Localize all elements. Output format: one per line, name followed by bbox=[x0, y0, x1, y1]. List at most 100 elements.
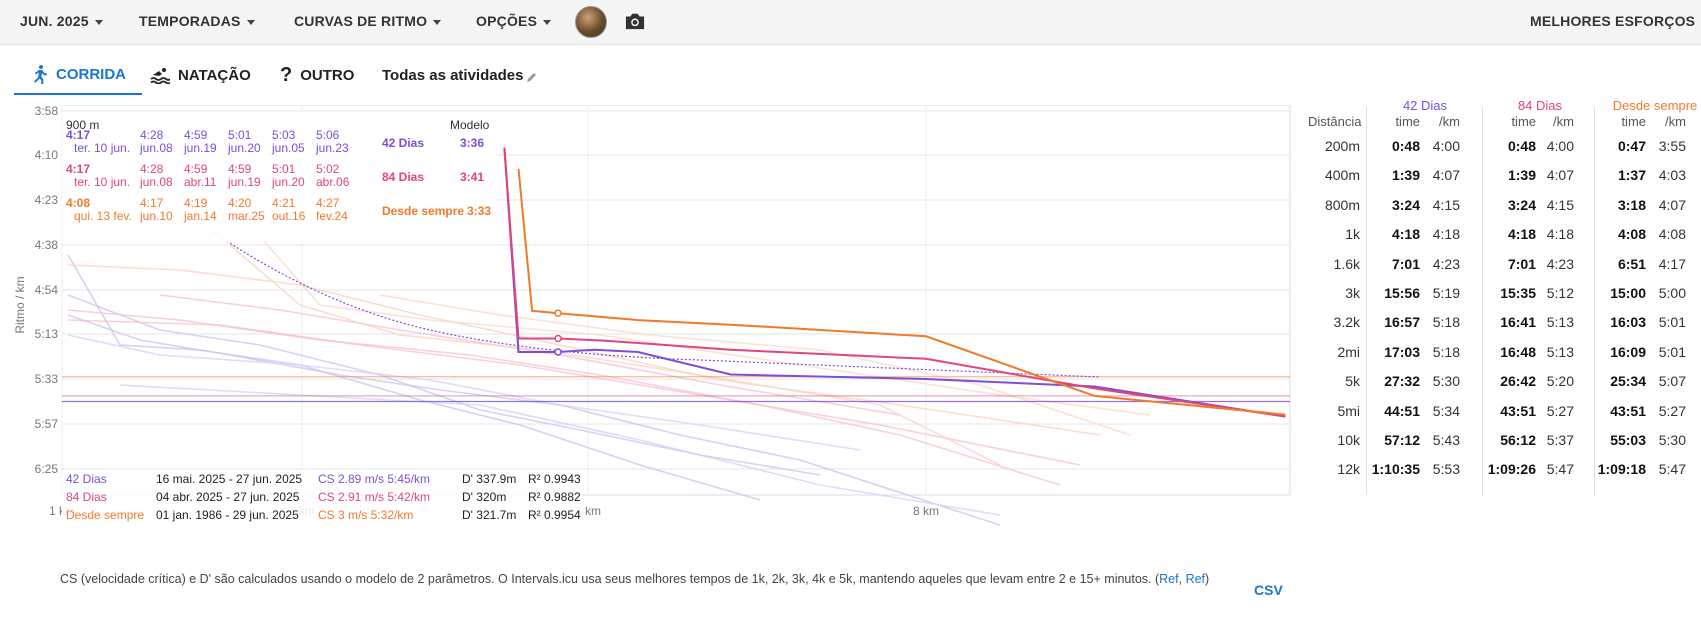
series-marker bbox=[554, 348, 562, 356]
pace-cell: 5:13 bbox=[1546, 314, 1574, 331]
pace-cell: 5:27 bbox=[1658, 402, 1686, 419]
footnote-separator: , bbox=[1178, 572, 1186, 586]
legend-series-name: 42 Dias bbox=[66, 472, 107, 486]
time-cell: 15:00 bbox=[1610, 285, 1646, 301]
time-cell: 56:12 bbox=[1500, 432, 1536, 448]
time-cell: 57:12 bbox=[1384, 432, 1420, 448]
camera-icon[interactable] bbox=[624, 11, 646, 31]
pace-header: /km bbox=[1665, 114, 1686, 129]
pencil-icon[interactable] bbox=[526, 71, 538, 83]
pace-cell: 3:55 bbox=[1658, 138, 1686, 154]
pace-cell: 4:23 bbox=[1432, 255, 1460, 272]
pace-cell: 4:07 bbox=[1546, 167, 1574, 184]
tooltip-date: abr.11 bbox=[184, 175, 217, 189]
time-cell: 1:09:26 bbox=[1487, 461, 1536, 478]
pace-cell: 4:15 bbox=[1546, 196, 1574, 213]
time-cell: 1:37 bbox=[1617, 167, 1646, 184]
legend-cs-value: CS 3 m/s 5:32/km bbox=[318, 508, 414, 522]
tooltip-best-pace: 4:17 bbox=[66, 128, 91, 142]
csv-download-button[interactable]: CSV bbox=[1254, 582, 1283, 598]
pace-curves-menu-label: CURVAS DE RITMO bbox=[294, 13, 428, 29]
distance-cell: 5mi bbox=[1337, 402, 1360, 419]
tab-all-activities[interactable]: Todas as atividades bbox=[382, 55, 546, 95]
activity-curve bbox=[229, 244, 1001, 466]
ref-link-2[interactable]: Ref bbox=[1185, 572, 1206, 586]
question-icon: ? bbox=[280, 63, 293, 86]
legend-date-range: 16 mai. 2025 - 27 jun. 2025 bbox=[156, 472, 303, 486]
legend-series-name: 84 Dias bbox=[66, 490, 107, 504]
pace-cell: 5:47 bbox=[1658, 461, 1686, 478]
tooltip-series-label: Desde sempre bbox=[382, 204, 465, 218]
chart-tooltip: 900 m Modelo 4:17 ter. 10 jun. 4:28 jun.08 4:5… bbox=[62, 112, 498, 242]
options-menu[interactable]: OPÇÕES bbox=[476, 13, 552, 29]
group-header: 42 Dias bbox=[1402, 98, 1448, 113]
tab-swimming[interactable]: NATAÇÃO bbox=[150, 55, 251, 95]
month-menu-label: JUN. 2025 bbox=[20, 13, 89, 29]
top-bar: JUN. 2025 TEMPORADAS CURVAS DE RITMO OPÇ… bbox=[0, 0, 1701, 45]
tooltip-date: jun.10 bbox=[140, 209, 173, 223]
time-cell: 0:48 bbox=[1507, 138, 1536, 154]
column-divider bbox=[1366, 107, 1367, 495]
model-legend: 42 Dias 16 mai. 2025 - 27 jun. 2025 CS 2.8… bbox=[62, 470, 582, 530]
footnote-text: CS (velocidade crítica) e D' são calcula… bbox=[60, 572, 1160, 586]
tooltip-best-pace: 4:17 bbox=[66, 162, 91, 176]
tooltip-date: fev.24 bbox=[316, 209, 348, 223]
series-marker bbox=[554, 309, 562, 317]
legend-cs-value: CS 2.91 m/s 5:42/km bbox=[318, 490, 431, 504]
distance-header: Distância bbox=[1308, 114, 1362, 129]
tooltip-date: jun.19 bbox=[228, 175, 261, 189]
activity-curve bbox=[67, 264, 1101, 436]
model-curve bbox=[209, 229, 1101, 378]
activity-curve bbox=[67, 294, 821, 476]
activity-curve bbox=[67, 319, 1081, 466]
best-efforts-menu[interactable]: MELHORES ESFORÇOS bbox=[1530, 13, 1701, 29]
legend-dprime: D' 321.7m bbox=[462, 508, 517, 522]
legend-date-range: 01 jan. 1986 - 29 jun. 2025 bbox=[156, 508, 299, 522]
tab-running-label: CORRIDA bbox=[56, 65, 126, 83]
swimming-icon bbox=[150, 68, 170, 84]
time-cell: 17:03 bbox=[1384, 343, 1420, 360]
pace-cell: 4:08 bbox=[1658, 226, 1686, 243]
time-cell: 3:24 bbox=[1507, 196, 1536, 213]
tooltip-pace: 4:59 bbox=[184, 128, 208, 142]
seasons-menu-label: TEMPORADAS bbox=[139, 13, 241, 29]
distance-cell: 800m bbox=[1324, 196, 1360, 213]
pace-cell: 4:03 bbox=[1658, 167, 1686, 184]
distance-cell: 400m bbox=[1324, 167, 1360, 184]
pace-cell: 5:20 bbox=[1546, 373, 1574, 390]
tooltip-pace: 4:19 bbox=[184, 196, 208, 210]
activity-curve bbox=[379, 294, 1131, 436]
series-all-time bbox=[517, 168, 1286, 416]
time-cell: 1:39 bbox=[1391, 167, 1420, 184]
tab-other[interactable]: ? OUTRO bbox=[280, 55, 354, 95]
sport-tabs: CORRIDA NATAÇÃO ? OUTRO Todas as ativida… bbox=[0, 55, 1701, 95]
tooltip-pace: 4:27 bbox=[316, 196, 340, 210]
tooltip-best-date: ter. 10 jun. bbox=[74, 175, 131, 189]
legend-series-name: Desde sempre bbox=[66, 508, 145, 522]
pace-cell: 5:18 bbox=[1432, 314, 1460, 331]
time-cell: 15:56 bbox=[1384, 285, 1420, 301]
time-cell: 16:03 bbox=[1610, 314, 1646, 331]
group-header: 84 Dias bbox=[1517, 98, 1563, 113]
time-cell: 7:01 bbox=[1391, 255, 1420, 272]
time-header: time bbox=[1395, 114, 1420, 129]
footnote: CS (velocidade crítica) e D' são calcula… bbox=[60, 572, 1209, 586]
user-avatar[interactable] bbox=[575, 6, 607, 38]
legend-date-range: 04 abr. 2025 - 27 jun. 2025 bbox=[156, 490, 300, 504]
month-menu[interactable]: JUN. 2025 bbox=[20, 13, 103, 29]
column-divider bbox=[1482, 107, 1483, 495]
tab-running[interactable]: CORRIDA bbox=[14, 55, 142, 95]
pace-curves-menu[interactable]: CURVAS DE RITMO bbox=[294, 13, 442, 29]
time-cell: 55:03 bbox=[1610, 432, 1646, 448]
pace-cell: 5:01 bbox=[1658, 343, 1686, 360]
ref-link-1[interactable]: Ref bbox=[1159, 572, 1179, 586]
tooltip-model-value: 3:41 bbox=[460, 170, 485, 184]
series-marker bbox=[554, 334, 562, 343]
tooltip-date: jun.05 bbox=[272, 141, 305, 155]
tooltip-pace: 5:02 bbox=[316, 162, 340, 176]
seasons-menu[interactable]: TEMPORADAS bbox=[139, 13, 255, 29]
activity-curve bbox=[249, 224, 1151, 416]
pace-curve-chart: 3:584:104:234:384:545:135:335:576:251 km… bbox=[0, 105, 1300, 575]
pace-cell: 5:47 bbox=[1546, 461, 1574, 478]
options-menu-label: OPÇÕES bbox=[476, 13, 538, 29]
